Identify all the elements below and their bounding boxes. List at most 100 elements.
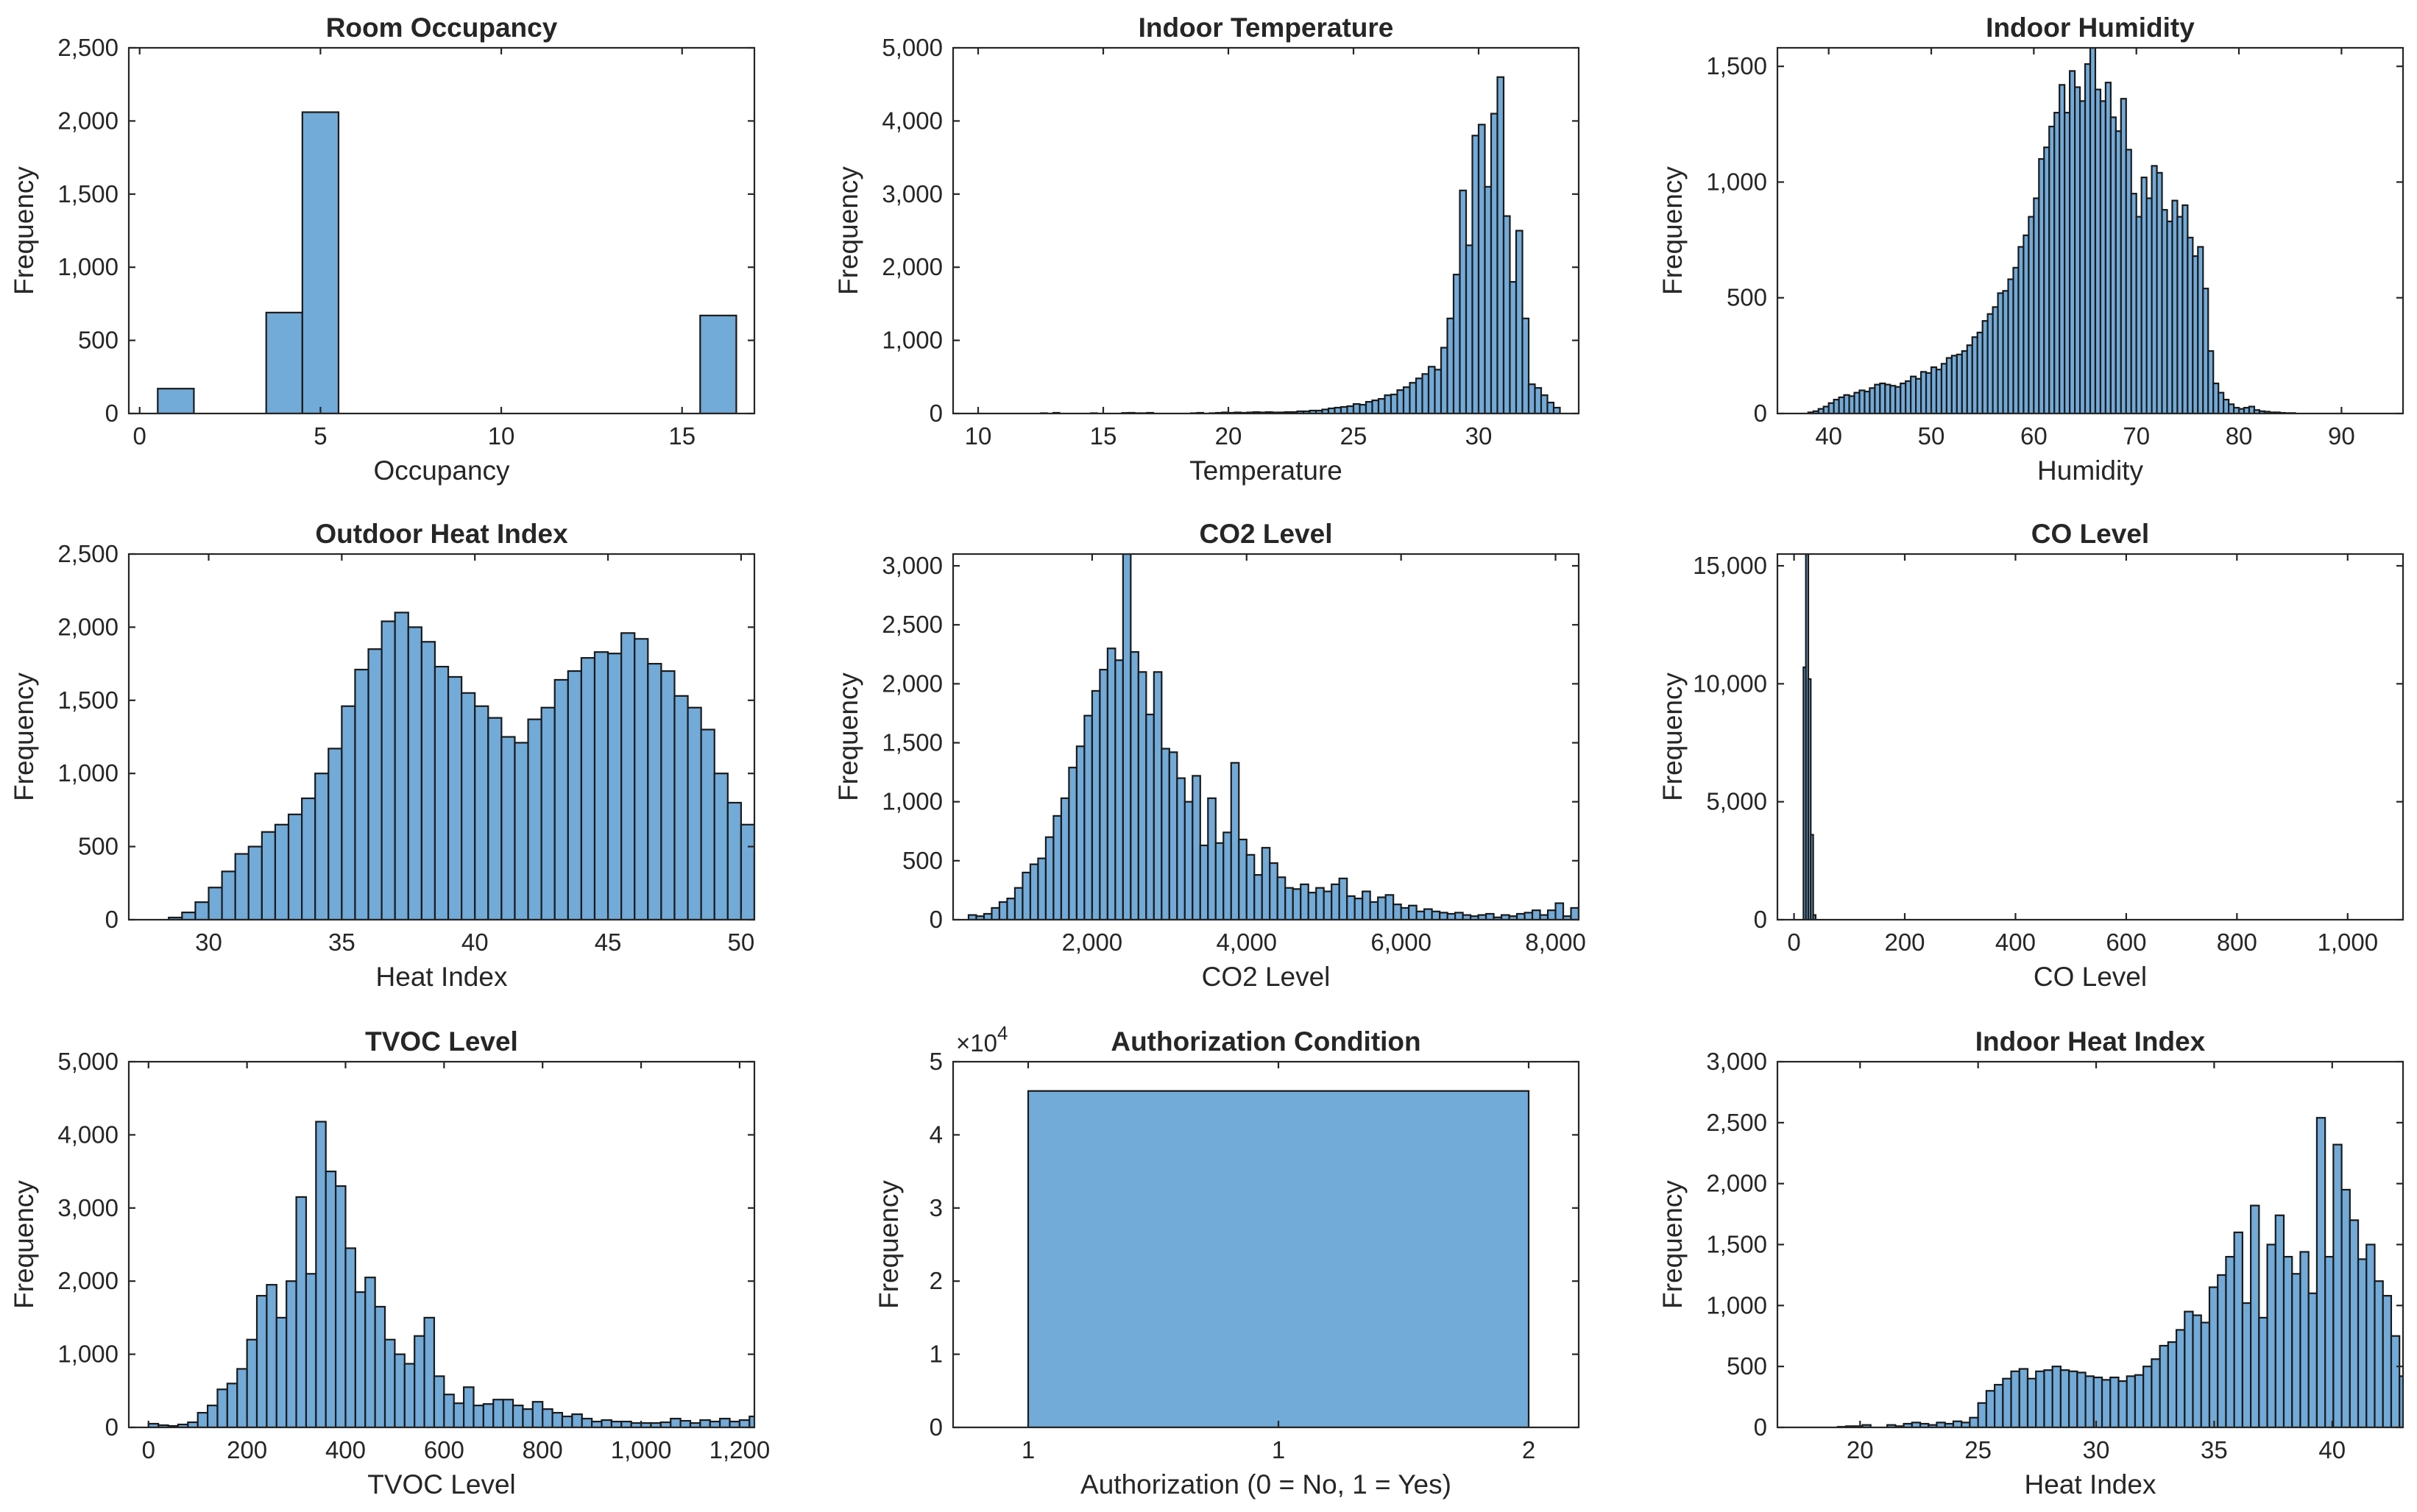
histogram-bar <box>1323 890 1333 920</box>
histogram-bar <box>265 311 303 414</box>
histogram-bar <box>301 797 316 920</box>
y-tick-label: 0 <box>930 1413 943 1441</box>
histogram-bar <box>1577 902 1579 920</box>
histogram-bar <box>580 657 596 920</box>
histogram-bar <box>1199 844 1209 920</box>
histogram-bar <box>1340 405 1348 414</box>
chart-title: Indoor Temperature <box>1139 13 1394 43</box>
histogram-bar <box>821 917 834 920</box>
histogram-bar <box>1952 1420 1963 1427</box>
y-axis-label: Frequency <box>1657 672 1688 801</box>
histogram-bar <box>367 648 383 920</box>
x-tick-label: 30 <box>195 929 222 956</box>
histogram-bar <box>561 1415 573 1427</box>
histogram-bar <box>1570 906 1579 920</box>
histogram-bar <box>247 845 263 920</box>
histogram-bar <box>740 823 754 920</box>
histogram-bar <box>1554 902 1565 920</box>
x-tick-label: 35 <box>328 929 355 956</box>
y-axis-label: Frequency <box>833 166 863 295</box>
histogram-bar <box>2200 1321 2211 1427</box>
histogram-bar <box>1037 857 1047 920</box>
histogram-bar <box>1402 386 1411 414</box>
bars <box>1807 48 2296 414</box>
y-tick-label: 5,000 <box>57 1048 118 1075</box>
histogram-bar <box>197 1412 209 1427</box>
histogram-bar <box>2315 1117 2326 1427</box>
histogram-bar <box>2266 1243 2276 1427</box>
x-tick-label: 800 <box>2217 929 2257 956</box>
histogram-bar <box>266 1284 277 1427</box>
histogram-bar <box>1377 398 1386 414</box>
histogram-bar <box>208 887 223 920</box>
histogram-bar <box>729 1420 741 1427</box>
x-axis-label: Heat Index <box>376 962 508 992</box>
chart-title: Room Occupancy <box>326 13 558 43</box>
x-tick-label: 400 <box>1995 929 2036 956</box>
x-tick-label: 2 <box>1522 1436 1535 1463</box>
histogram-bar <box>364 1277 376 1427</box>
histogram-bar <box>1496 76 1505 414</box>
histogram-bar <box>433 665 450 920</box>
y-tick-label: 4,000 <box>882 107 943 134</box>
histogram-bar <box>581 1417 593 1427</box>
bars <box>147 1121 754 1427</box>
histogram-bar <box>255 1294 268 1427</box>
y-tick-label: 2,500 <box>1706 1109 1767 1136</box>
histogram-bar <box>514 742 529 920</box>
x-tick-label: 40 <box>2318 1436 2346 1463</box>
axes-frame <box>127 553 756 921</box>
histogram-bar <box>295 1196 308 1427</box>
histogram-bar <box>620 1420 632 1427</box>
histogram-bar <box>423 1316 436 1427</box>
x-tick-label: 20 <box>1215 422 1242 450</box>
y-tick-label: 0 <box>105 1413 118 1441</box>
histogram-bar <box>1099 669 1108 920</box>
histogram-bar <box>1431 910 1441 920</box>
y-tick-label: 5 <box>930 1048 943 1075</box>
histogram-bar <box>713 773 729 920</box>
histogram-bar <box>593 651 609 920</box>
histogram-bar <box>2258 1316 2268 1427</box>
histogram-bar <box>1044 836 1055 920</box>
histogram-bar <box>1176 777 1186 920</box>
histogram-bar <box>287 813 303 920</box>
histogram-bar <box>2324 1255 2335 1427</box>
chart-indoor-heat-index: 20 25 30 35 40 0 500 1,000 1,500 2,000 2,500 3,000 I… <box>1657 1026 2404 1499</box>
x-tick-label: 200 <box>227 1436 267 1463</box>
histogram-bar <box>1075 745 1086 920</box>
histogram-bar <box>1594 670 1602 920</box>
histogram-bar <box>2390 1335 2401 1427</box>
histogram-bar <box>551 1412 564 1427</box>
histogram-bar <box>274 823 290 920</box>
y-tick-label: 3,000 <box>1706 1048 1767 1075</box>
x-axis-label: Heat Index <box>2025 1469 2156 1499</box>
histogram-bar <box>157 388 195 414</box>
histogram-bar <box>394 1353 406 1427</box>
y-tick-label: 0 <box>105 906 118 933</box>
histogram-bar <box>1269 862 1278 920</box>
y-tick-label: 1,500 <box>882 729 943 756</box>
x-tick-label: 25 <box>1340 422 1367 450</box>
histogram-bar <box>679 1419 692 1427</box>
histogram-bar <box>591 1420 603 1427</box>
histogram-bar <box>687 706 702 920</box>
histogram-bar <box>719 1417 731 1427</box>
histogram-bar <box>1439 912 1448 920</box>
histogram-bar <box>1027 1090 1530 1427</box>
y-tick-label: 1,500 <box>1706 1231 1767 1258</box>
y-axis-label: Frequency <box>874 1180 904 1309</box>
histogram-bar <box>2291 1273 2301 1427</box>
histogram-bar <box>699 314 737 414</box>
histogram-bar <box>1068 767 1078 920</box>
x-axis-label: CO2 Level <box>1202 962 1331 992</box>
histogram-bar <box>1192 775 1201 920</box>
histogram-bar <box>314 773 330 920</box>
histogram-bar <box>447 675 463 920</box>
histogram-bar <box>383 1338 396 1427</box>
histogram-bar <box>1421 373 1430 414</box>
histogram-bar <box>2225 1255 2235 1427</box>
y-tick-label: 1,000 <box>882 788 943 815</box>
histogram-bar <box>2051 1366 2062 1427</box>
histogram-bar <box>341 705 356 920</box>
